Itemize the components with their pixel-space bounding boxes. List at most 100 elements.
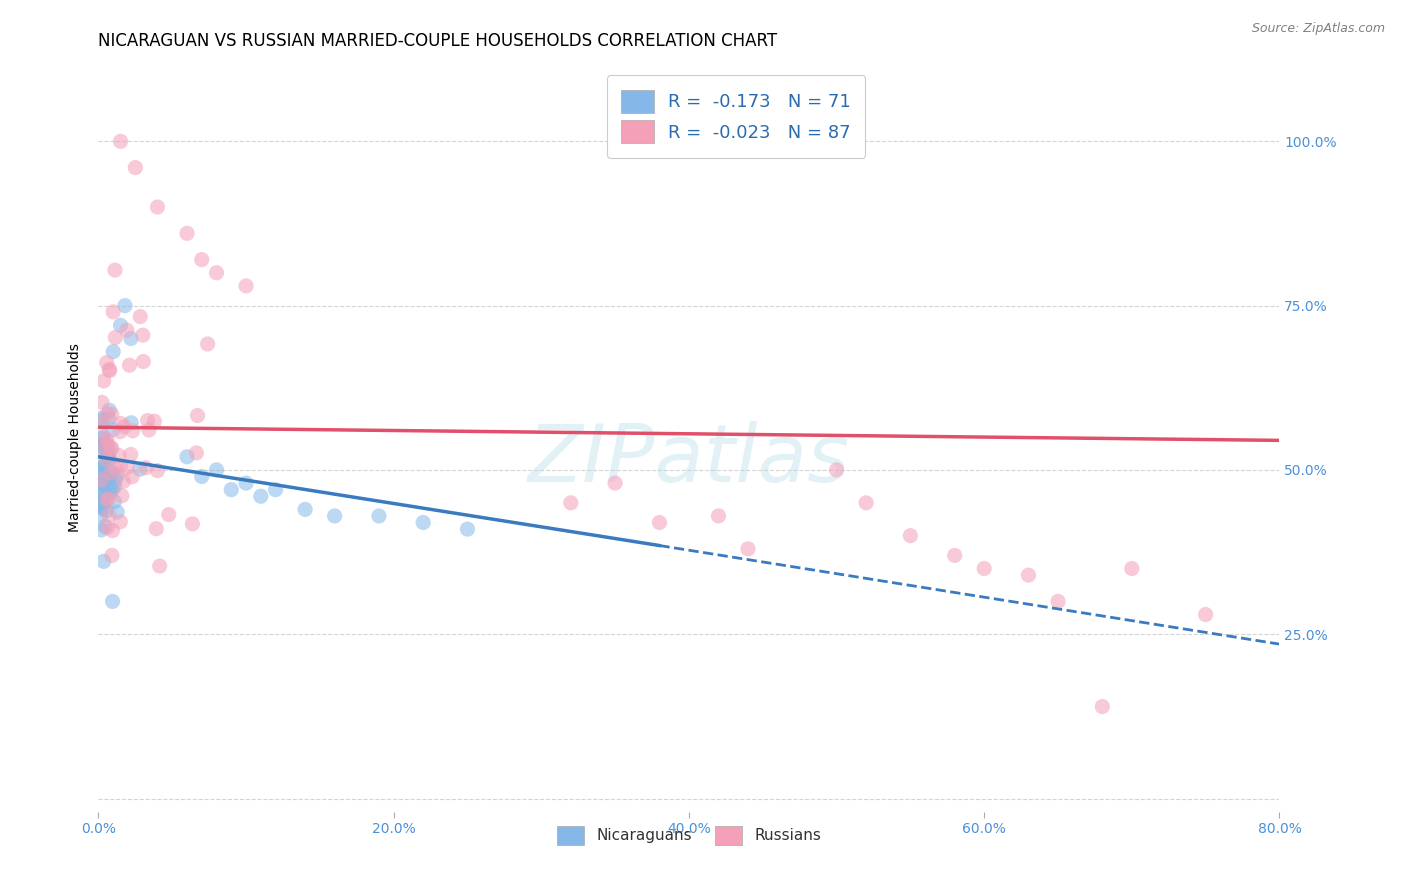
Point bbox=[120, 331, 142, 345]
Point bbox=[101, 408, 124, 422]
Point bbox=[101, 549, 124, 563]
Point bbox=[91, 484, 114, 499]
Point bbox=[250, 489, 273, 503]
Y-axis label: Married-couple Households: Married-couple Households bbox=[69, 343, 83, 532]
Point bbox=[132, 328, 155, 343]
Point bbox=[138, 423, 160, 437]
Point bbox=[101, 524, 124, 538]
Point bbox=[176, 227, 198, 241]
Point bbox=[110, 417, 132, 431]
Point bbox=[368, 508, 391, 523]
Point bbox=[94, 473, 117, 487]
Point bbox=[605, 476, 627, 491]
Point bbox=[90, 460, 112, 475]
Point bbox=[900, 529, 922, 543]
Point bbox=[112, 475, 135, 489]
Point bbox=[93, 495, 115, 509]
Point bbox=[104, 330, 127, 344]
Point bbox=[100, 485, 122, 500]
Point bbox=[94, 442, 117, 456]
Point bbox=[90, 486, 112, 500]
Point bbox=[111, 489, 134, 503]
Point bbox=[1018, 568, 1040, 582]
Point bbox=[120, 416, 142, 430]
Point bbox=[101, 482, 124, 496]
Point bbox=[235, 476, 257, 491]
Point bbox=[110, 515, 132, 529]
Point bbox=[648, 516, 671, 530]
Point bbox=[90, 465, 112, 479]
Point bbox=[90, 432, 112, 446]
Point bbox=[97, 491, 120, 506]
Point bbox=[96, 520, 118, 534]
Point bbox=[124, 161, 146, 175]
Point bbox=[110, 318, 132, 333]
Point bbox=[96, 489, 118, 503]
Point bbox=[294, 502, 316, 516]
Point bbox=[1091, 699, 1114, 714]
Text: Source: ZipAtlas.com: Source: ZipAtlas.com bbox=[1251, 22, 1385, 36]
Point bbox=[157, 508, 180, 522]
Point bbox=[197, 337, 219, 351]
Point bbox=[110, 134, 132, 148]
Point bbox=[96, 437, 118, 451]
Point bbox=[91, 416, 114, 430]
Point bbox=[90, 473, 112, 487]
Point bbox=[108, 425, 131, 439]
Point bbox=[96, 450, 118, 464]
Point bbox=[146, 464, 169, 478]
Point bbox=[264, 483, 287, 497]
Point bbox=[191, 252, 214, 267]
Point bbox=[560, 496, 582, 510]
Point bbox=[973, 561, 995, 575]
Point bbox=[103, 344, 125, 359]
Point bbox=[91, 458, 114, 473]
Point bbox=[101, 594, 124, 608]
Point bbox=[105, 468, 128, 483]
Point bbox=[96, 355, 118, 369]
Point bbox=[100, 441, 122, 455]
Point bbox=[128, 462, 150, 476]
Point bbox=[855, 496, 877, 510]
Point bbox=[100, 466, 122, 480]
Point bbox=[120, 447, 142, 461]
Point bbox=[146, 200, 169, 214]
Point bbox=[105, 505, 128, 519]
Point bbox=[104, 461, 127, 475]
Point bbox=[91, 497, 114, 511]
Point bbox=[100, 480, 122, 494]
Point bbox=[93, 477, 115, 491]
Point bbox=[104, 263, 127, 277]
Point bbox=[97, 440, 120, 454]
Point bbox=[94, 519, 117, 533]
Point bbox=[90, 495, 112, 509]
Point bbox=[90, 439, 112, 453]
Text: ZIPatlas: ZIPatlas bbox=[527, 420, 851, 499]
Point bbox=[115, 323, 138, 337]
Point bbox=[100, 466, 122, 480]
Point bbox=[97, 411, 120, 425]
Point bbox=[943, 549, 966, 563]
Point bbox=[149, 559, 172, 574]
Point bbox=[96, 503, 118, 517]
Point bbox=[97, 493, 120, 508]
Point bbox=[94, 440, 117, 454]
Point bbox=[93, 476, 115, 491]
Point bbox=[91, 430, 114, 444]
Text: NICARAGUAN VS RUSSIAN MARRIED-COUPLE HOUSEHOLDS CORRELATION CHART: NICARAGUAN VS RUSSIAN MARRIED-COUPLE HOU… bbox=[98, 32, 778, 50]
Point bbox=[97, 508, 120, 522]
Point bbox=[98, 364, 121, 378]
Point bbox=[94, 431, 117, 445]
Point bbox=[103, 494, 125, 508]
Point bbox=[90, 462, 112, 476]
Point bbox=[181, 516, 204, 531]
Point bbox=[121, 424, 143, 438]
Point bbox=[118, 358, 141, 372]
Point bbox=[96, 407, 118, 421]
Point bbox=[323, 508, 346, 523]
Point bbox=[112, 419, 135, 434]
Point bbox=[707, 508, 730, 523]
Point bbox=[90, 499, 112, 513]
Point bbox=[825, 463, 848, 477]
Point bbox=[101, 442, 124, 456]
